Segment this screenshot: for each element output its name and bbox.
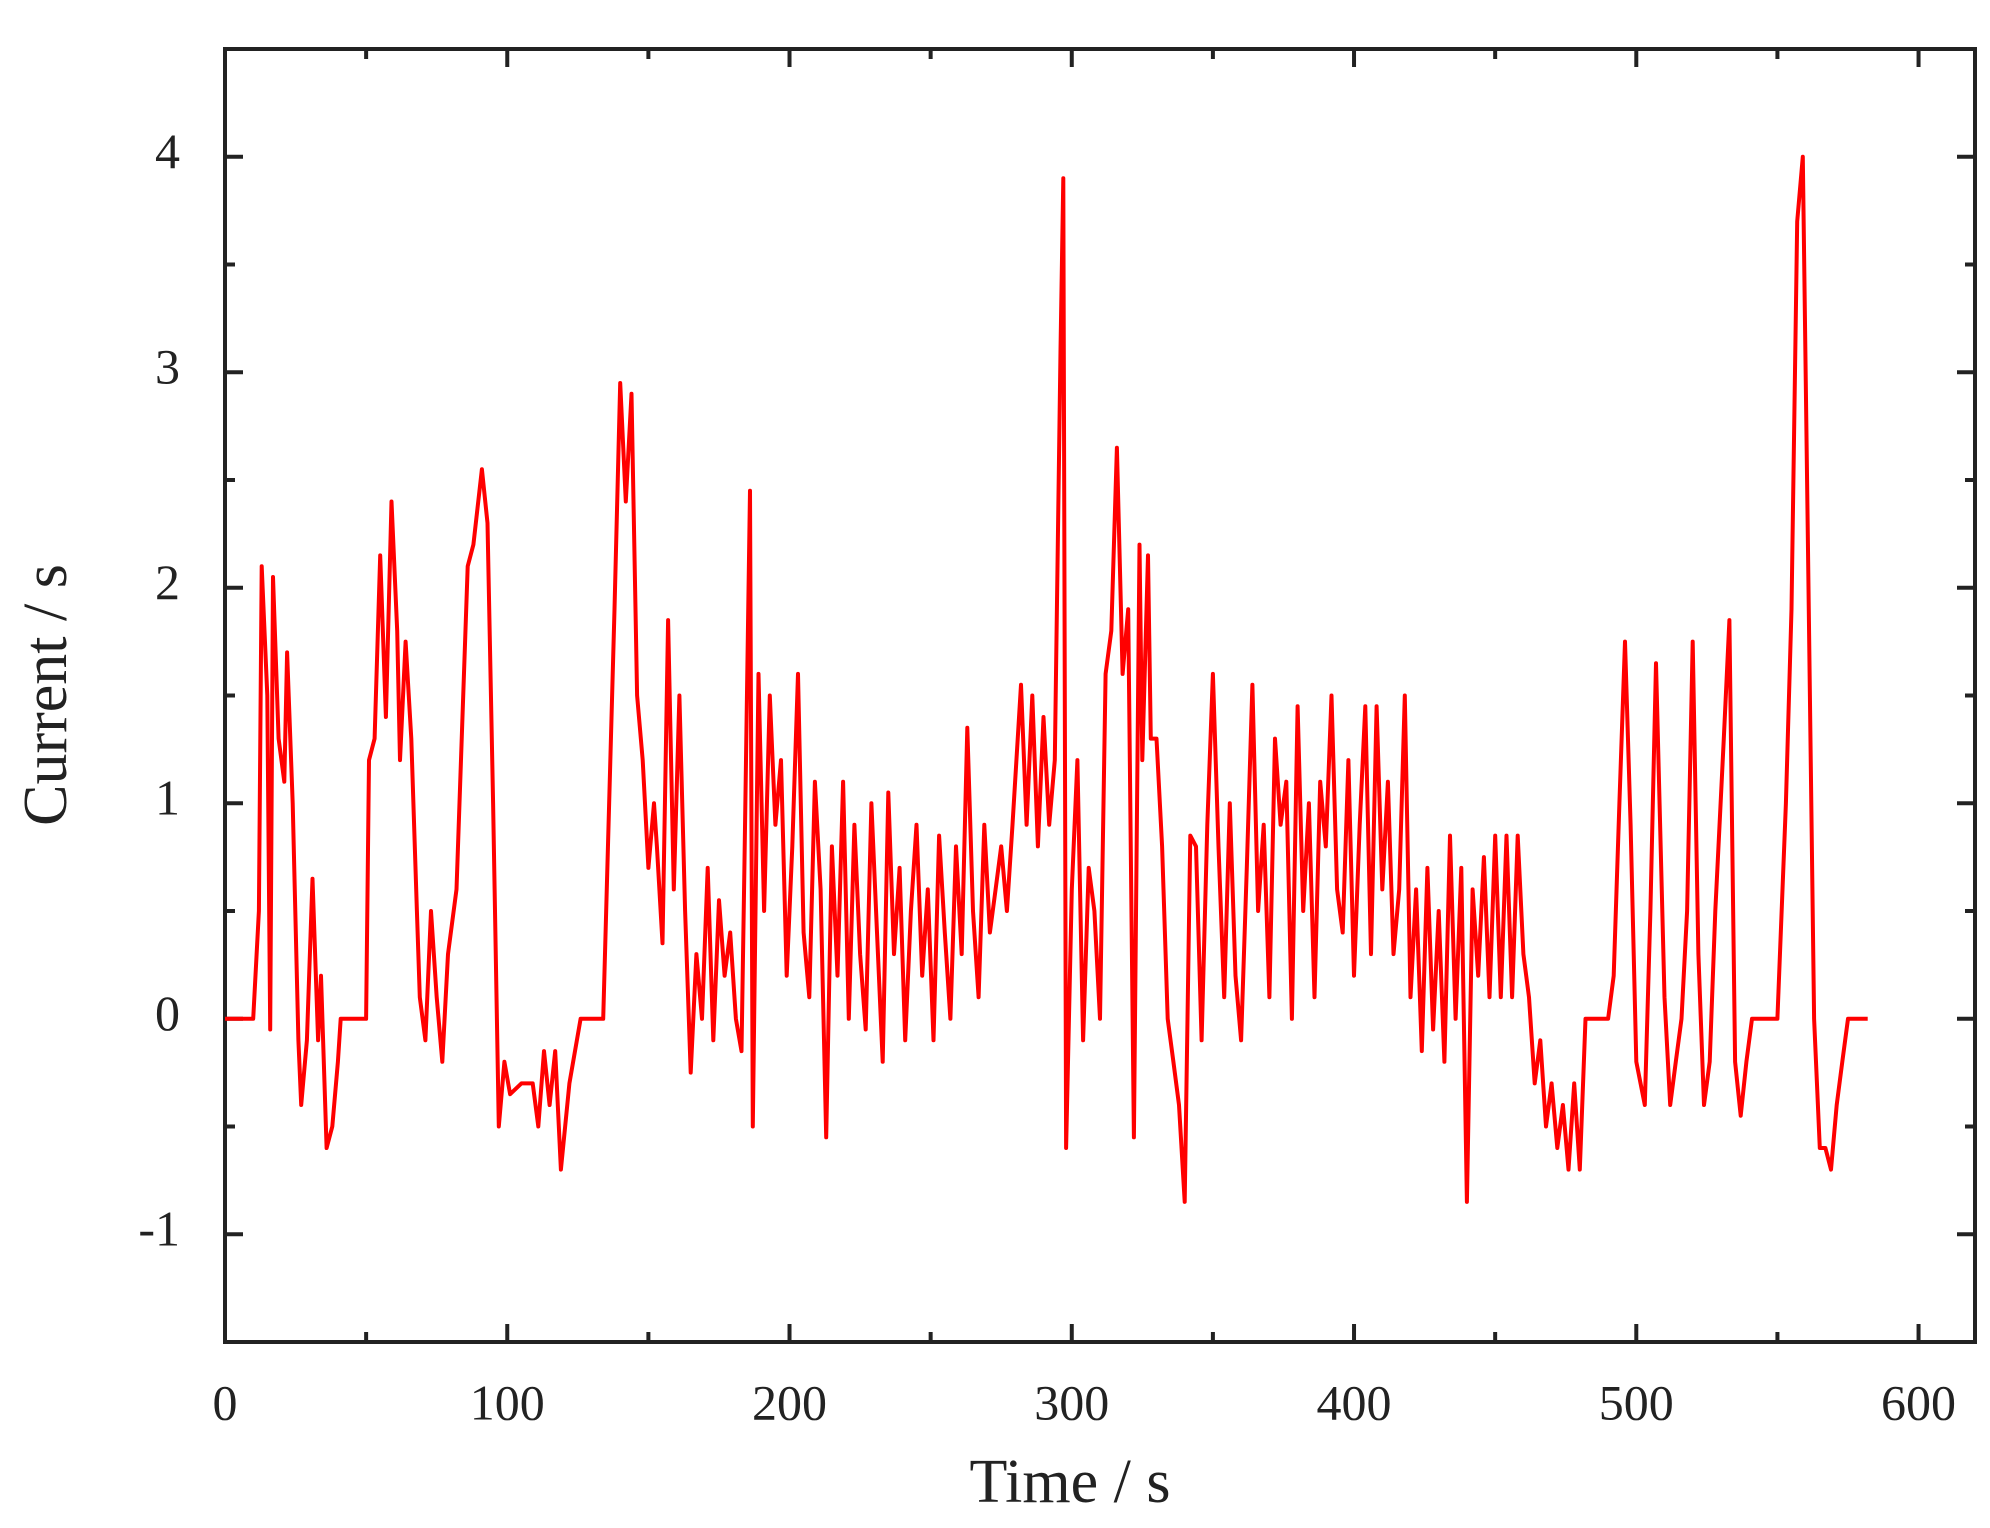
x-tick-label: 300 (1034, 1374, 1109, 1430)
y-tick-label: -1 (138, 1201, 180, 1257)
x-tick-label: 0 (213, 1374, 238, 1430)
x-axis-title: Time / s (969, 1448, 1170, 1516)
x-tick-label: 600 (1881, 1374, 1956, 1430)
x-tick-label: 400 (1317, 1374, 1392, 1430)
x-tick-label: 500 (1599, 1374, 1674, 1430)
y-tick-label: 0 (155, 985, 180, 1041)
data-line (225, 154, 1868, 1204)
y-tick-label: 1 (155, 770, 180, 826)
y-tick-label: 3 (155, 339, 180, 395)
y-tick-label: 4 (155, 123, 180, 179)
y-tick-label: 2 (155, 554, 180, 610)
x-tick-label: 200 (752, 1374, 827, 1430)
y-axis-title: Current / s (12, 564, 80, 826)
plot-frame (223, 47, 1977, 1344)
x-tick-label: 100 (470, 1374, 545, 1430)
